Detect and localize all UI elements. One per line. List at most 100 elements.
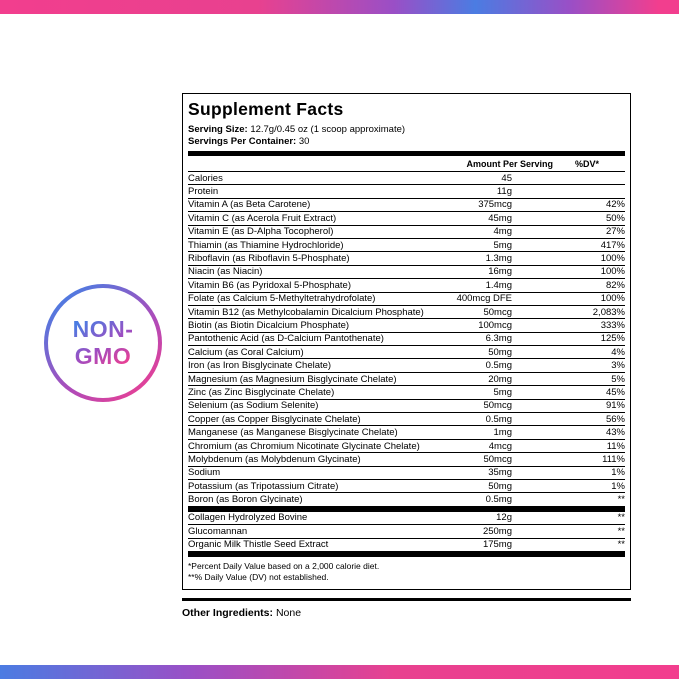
nutrient-row: Calcium (as Coral Calcium) 50mg 4% xyxy=(188,346,625,360)
label-content: Supplement Facts Serving Size: 12.7g/0.4… xyxy=(182,93,631,619)
nutrient-dv: 82% xyxy=(605,279,625,291)
nutrient-dv: 56% xyxy=(605,413,625,425)
nutrient-amount: 50mcg xyxy=(483,306,512,318)
amount-per-serving-header: Amount Per Serving xyxy=(466,159,553,169)
nutrient-row: Pantothenic Acid (as D-Calcium Pantothen… xyxy=(188,333,625,347)
nutrient-row: Biotin (as Biotin Dicalcium Phosphate) 10… xyxy=(188,319,625,333)
nutrient-row: Glucomannan 250mg ** xyxy=(188,525,625,539)
nutrient-amount: 4mcg xyxy=(488,440,512,452)
nutrient-row: Manganese (as Manganese Bisglycinate Che… xyxy=(188,426,625,440)
other-ingredients-value: None xyxy=(275,606,302,619)
nutrient-row: Selenium (as Sodium Selenite) 50mcg 91% xyxy=(188,400,625,414)
nutrient-row: Iron (as Iron Bisglycinate Chelate) 0.5mg… xyxy=(188,359,625,373)
nutrient-name: Vitamin E (as D-Alpha Tocopherol) xyxy=(188,226,334,238)
nutrient-row: Protein 11g xyxy=(188,185,625,199)
nutrient-row: Vitamin C (as Acerola Fruit Extract) 45mg… xyxy=(188,212,625,226)
nutrient-row: Molybdenum (as Molybdenum Glycinate) 50mc… xyxy=(188,453,625,467)
nutrient-dv: 100% xyxy=(600,266,625,278)
nutrient-amount: 400mcg DFE xyxy=(456,293,512,305)
nutrient-amount: 1mg xyxy=(493,427,512,439)
nutrient-dv: ** xyxy=(617,512,625,524)
nutrient-row: Boron (as Boron Glycinate) 0.5mg ** xyxy=(188,493,625,507)
nutrient-name: Molybdenum (as Molybdenum Glycinate) xyxy=(188,453,361,465)
nutrient-rows: Calories 45 Protein 11g Vitamin A (as Beta C… xyxy=(188,172,625,507)
nutrient-dv: 111% xyxy=(602,453,625,465)
nutrient-amount: 20mg xyxy=(488,373,512,385)
bottom-gradient-bar xyxy=(0,665,679,679)
extra-nutrient-rows: Collagen Hydrolyzed Bovine 12g ** Glucomann… xyxy=(188,512,625,552)
supplement-facts-panel: Supplement Facts Serving Size: 12.7g/0.4… xyxy=(182,93,631,590)
nutrient-amount: 100mcg xyxy=(478,319,512,331)
divider-bar xyxy=(188,551,625,557)
nutrient-name: Selenium (as Sodium Selenite) xyxy=(188,400,319,412)
nutrient-dv: 45% xyxy=(605,386,625,398)
non-gmo-label-line1: NON- xyxy=(72,316,134,342)
nutrient-dv: ** xyxy=(617,539,625,551)
nutrient-amount: 4mg xyxy=(493,226,512,238)
nutrient-amount: 12g xyxy=(496,512,512,524)
nutrient-name: Chromium (as Chromium Nicotinate Glycina… xyxy=(188,440,420,452)
nutrient-name: Manganese (as Manganese Bisglycinate Che… xyxy=(188,427,398,439)
nutrient-amount: 45mg xyxy=(488,212,512,224)
nutrient-dv: 27% xyxy=(605,226,625,238)
nutrient-dv: 1% xyxy=(611,480,625,492)
nutrient-dv: 100% xyxy=(600,253,625,265)
nutrient-amount: 250mg xyxy=(482,525,512,537)
nutrient-amount: 0.5mg xyxy=(485,360,512,372)
panel-title: Supplement Facts xyxy=(188,99,344,119)
nutrient-dv: 11% xyxy=(606,440,625,452)
nutrient-amount: 1.3mg xyxy=(485,253,512,265)
nutrient-row: Vitamin B6 (as Pyridoxal 5-Phosphate) 1.4… xyxy=(188,279,625,293)
nutrient-name: Protein xyxy=(188,186,219,198)
servings-label: Servings Per Container: xyxy=(188,136,297,147)
nutrient-row: Vitamin A (as Beta Carotene) 375mcg 42% xyxy=(188,199,625,213)
non-gmo-badge-inner: NON- GMO xyxy=(48,288,158,398)
nutrient-amount: 1.4mg xyxy=(485,279,512,291)
nutrient-amount: 11g xyxy=(496,186,512,198)
footnotes: *Percent Daily Value based on a 2,000 ca… xyxy=(188,557,625,584)
nutrient-row: Folate (as Calcium 5-Methyltetrahydrofol… xyxy=(188,293,625,306)
nutrient-dv: 3% xyxy=(611,360,625,372)
nutrient-name: Sodium xyxy=(188,467,221,479)
nutrient-row: Thiamin (as Thiamine Hydrochloride) 5mg 41… xyxy=(188,239,625,253)
nutrient-row: Chromium (as Chromium Nicotinate Glycina… xyxy=(188,440,625,454)
nutrient-amount: 16mg xyxy=(488,266,512,278)
nutrient-name: Potassium (as Tripotassium Citrate) xyxy=(188,480,339,492)
nutrient-name: Boron (as Boron Glycinate) xyxy=(188,494,303,506)
nutrient-dv: 91% xyxy=(605,400,625,412)
nutrient-row: Magnesium (as Magnesium Bisglycinate Che… xyxy=(188,373,625,387)
nutrient-dv: 42% xyxy=(605,199,625,211)
nutrient-row: Copper (as Copper Bisglycinate Chelate) 0… xyxy=(188,413,625,427)
nutrient-row: Calories 45 xyxy=(188,172,625,186)
nutrient-name: Vitamin C (as Acerola Fruit Extract) xyxy=(188,212,337,224)
nutrient-name: Collagen Hydrolyzed Bovine xyxy=(188,512,308,524)
nutrient-amount: 45 xyxy=(501,172,512,184)
non-gmo-badge: NON- GMO xyxy=(44,284,162,402)
nutrient-name: Calcium (as Coral Calcium) xyxy=(188,346,304,358)
nutrient-name: Pantothenic Acid (as D-Calcium Pantothen… xyxy=(188,333,384,345)
divider-bar xyxy=(188,506,625,512)
nutrient-row: Potassium (as Tripotassium Citrate) 50mg 1… xyxy=(188,480,625,494)
nutrient-dv: 100% xyxy=(600,293,625,305)
serving-size-label: Serving Size: xyxy=(188,124,248,135)
divider-bar xyxy=(188,151,625,156)
nutrient-name: Vitamin B12 (as Methylcobalamin Dicalciu… xyxy=(188,306,424,318)
nutrient-amount: 50mg xyxy=(488,346,512,358)
nutrient-name: Magnesium (as Magnesium Bisglycinate Che… xyxy=(188,373,397,385)
serving-size: Serving Size: 12.7g/0.45 oz (1 scoop app… xyxy=(188,124,625,136)
nutrient-name: Vitamin B6 (as Pyridoxal 5-Phosphate) xyxy=(188,279,351,291)
other-ingredients: Other Ingredients: None xyxy=(182,597,631,619)
nutrient-amount: 50mg xyxy=(488,480,512,492)
nutrient-amount: 50mcg xyxy=(483,400,512,412)
top-gradient-bar xyxy=(0,0,679,14)
nutrient-row: Vitamin B12 (as Methylcobalamin Dicalciu… xyxy=(188,306,625,320)
nutrient-name: Calories xyxy=(188,172,223,184)
nutrient-dv: 1% xyxy=(611,467,625,479)
nutrient-name: Iron (as Iron Bisglycinate Chelate) xyxy=(188,360,332,372)
nutrient-dv: 43% xyxy=(605,427,625,439)
nutrient-dv: ** xyxy=(617,525,625,537)
servings-per-container: Servings Per Container: 30 xyxy=(188,136,625,148)
column-headers: Amount Per Serving %DV* xyxy=(188,156,625,172)
nutrient-amount: 375mcg xyxy=(478,199,512,211)
nutrient-name: Riboflavin (as Riboflavin 5-Phosphate) xyxy=(188,253,350,265)
